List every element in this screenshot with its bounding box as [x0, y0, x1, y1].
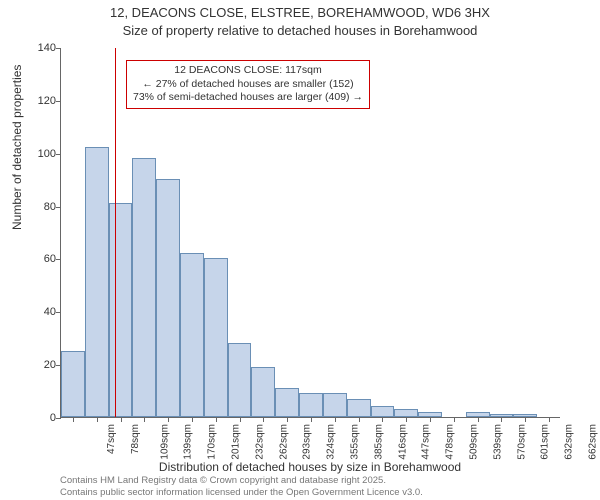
histogram-bar [371, 406, 395, 417]
histogram-bar [61, 351, 85, 417]
chart-area: 020406080100120140 12 DEACONS CLOSE: 117… [60, 48, 560, 418]
y-tick-label: 20 [26, 359, 56, 371]
x-tick-label: 632sqm [564, 424, 575, 460]
histogram-bar [180, 253, 204, 417]
footer-line-2: Contains public sector information licen… [60, 487, 423, 499]
x-tick-label: 139sqm [183, 424, 194, 460]
x-tick-label: 47sqm [106, 424, 117, 454]
y-tick [56, 48, 61, 49]
x-tick-label: 109sqm [159, 424, 170, 460]
title-line-2: Size of property relative to detached ho… [0, 22, 600, 40]
y-axis-labels: 020406080100120140 [26, 48, 56, 418]
footer-line-1: Contains HM Land Registry data © Crown c… [60, 475, 423, 487]
x-tick-label: 293sqm [302, 424, 313, 460]
histogram-bar [228, 343, 252, 417]
y-tick-label: 0 [26, 412, 56, 424]
histogram-bar [85, 147, 109, 417]
x-tick-label: 78sqm [130, 424, 141, 454]
y-tick-label: 100 [26, 148, 56, 160]
y-tick [56, 418, 61, 419]
histogram-bar [156, 179, 180, 417]
y-tick-label: 60 [26, 253, 56, 265]
histogram-bar [204, 258, 228, 417]
y-tick-label: 40 [26, 306, 56, 318]
x-tick-label: 416sqm [397, 424, 408, 460]
plot-area: 020406080100120140 12 DEACONS CLOSE: 117… [60, 48, 560, 418]
annotation-line-2: ← 27% of detached houses are smaller (15… [133, 78, 363, 92]
x-tick-label: 355sqm [350, 424, 361, 460]
x-tick-label: 170sqm [207, 424, 218, 460]
y-tick [56, 207, 61, 208]
chart-title: 12, DEACONS CLOSE, ELSTREE, BOREHAMWOOD,… [0, 0, 600, 39]
histogram-bar [299, 393, 323, 417]
histogram-bar [109, 203, 133, 417]
x-tick-label: 662sqm [588, 424, 599, 460]
y-tick-label: 80 [26, 201, 56, 213]
y-tick [56, 259, 61, 260]
reference-line [115, 48, 116, 417]
annotation-box: 12 DEACONS CLOSE: 117sqm ← 27% of detach… [126, 60, 370, 109]
annotation-line-1: 12 DEACONS CLOSE: 117sqm [133, 64, 363, 78]
y-tick [56, 312, 61, 313]
histogram-bar [275, 388, 299, 417]
x-tick-label: 201sqm [231, 424, 242, 460]
x-tick-label: 509sqm [469, 424, 480, 460]
x-tick-label: 385sqm [373, 424, 384, 460]
histogram-bar [394, 409, 418, 417]
annotation-line-3: 73% of semi-detached houses are larger (… [133, 91, 363, 105]
x-tick-label: 601sqm [540, 424, 551, 460]
footer-attribution: Contains HM Land Registry data © Crown c… [60, 475, 423, 499]
histogram-bar [323, 393, 347, 417]
y-tick [56, 101, 61, 102]
x-tick-label: 478sqm [445, 424, 456, 460]
y-axis-title: Number of detached properties [10, 65, 24, 230]
x-tick-label: 447sqm [421, 424, 432, 460]
x-tick-label: 262sqm [278, 424, 289, 460]
x-axis-title: Distribution of detached houses by size … [60, 460, 560, 474]
histogram-bar [347, 399, 371, 418]
y-tick-label: 140 [26, 42, 56, 54]
x-tick-label: 539sqm [492, 424, 503, 460]
histogram-bar [132, 158, 156, 417]
x-tick-label: 570sqm [516, 424, 527, 460]
title-line-1: 12, DEACONS CLOSE, ELSTREE, BOREHAMWOOD,… [0, 4, 600, 22]
y-tick [56, 154, 61, 155]
y-tick-label: 120 [26, 95, 56, 107]
x-tick-label: 232sqm [254, 424, 265, 460]
x-tick-label: 324sqm [326, 424, 337, 460]
histogram-bar [251, 367, 275, 417]
